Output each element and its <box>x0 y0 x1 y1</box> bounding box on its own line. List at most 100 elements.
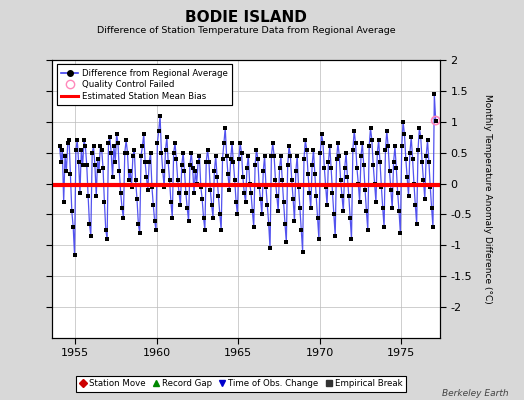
Point <box>401 156 410 162</box>
Point <box>364 227 372 233</box>
Point <box>378 205 387 212</box>
Point <box>189 165 197 171</box>
Point <box>320 165 329 171</box>
Point <box>277 152 285 159</box>
Point <box>86 233 95 239</box>
Point <box>267 152 276 159</box>
Point <box>58 146 67 153</box>
Point <box>418 159 427 165</box>
Point <box>417 134 425 140</box>
Point <box>372 199 380 205</box>
Point <box>136 230 144 236</box>
Point <box>319 140 327 146</box>
Point <box>79 162 87 168</box>
Point <box>106 134 114 140</box>
Point <box>296 205 304 212</box>
Point <box>332 156 341 162</box>
Point <box>139 131 148 137</box>
Point <box>134 220 143 227</box>
Point <box>210 168 219 174</box>
Point <box>343 174 352 180</box>
Point <box>410 180 418 187</box>
Point <box>373 150 381 156</box>
Point <box>395 208 403 214</box>
Point <box>167 199 175 205</box>
Point <box>431 117 440 124</box>
Point <box>313 214 322 221</box>
Point <box>347 236 356 242</box>
Point <box>244 152 253 159</box>
Point <box>133 196 141 202</box>
Point <box>342 150 350 156</box>
Point <box>294 184 303 190</box>
Point <box>156 112 164 119</box>
Point <box>336 177 345 184</box>
Point <box>108 174 117 180</box>
Point <box>195 152 204 159</box>
Point <box>173 177 182 184</box>
Point <box>221 125 230 131</box>
Point <box>66 171 74 178</box>
Point <box>283 162 292 168</box>
Point <box>251 162 259 168</box>
Point <box>403 174 411 180</box>
Point <box>292 168 300 174</box>
Point <box>260 152 269 159</box>
Point <box>289 196 297 202</box>
Point <box>311 171 319 178</box>
Point <box>102 227 110 233</box>
Point <box>300 156 308 162</box>
Point <box>269 140 277 146</box>
Point <box>220 140 228 146</box>
Point <box>179 150 188 156</box>
Point <box>431 117 440 124</box>
Point <box>80 137 88 144</box>
Point <box>187 150 195 156</box>
Point <box>346 214 354 221</box>
Point <box>68 208 76 214</box>
Point <box>256 196 265 202</box>
Point <box>281 220 289 227</box>
Point <box>155 128 163 134</box>
Point <box>161 146 170 153</box>
Point <box>376 159 384 165</box>
Point <box>116 190 125 196</box>
Point <box>255 184 264 190</box>
Point <box>183 205 191 212</box>
Point <box>152 227 160 233</box>
Point <box>348 146 357 153</box>
Point <box>148 184 156 190</box>
Point <box>309 146 318 153</box>
Point <box>339 208 347 214</box>
Point <box>355 199 364 205</box>
Point <box>414 146 422 153</box>
Point <box>369 162 377 168</box>
Point <box>365 143 373 150</box>
Point <box>182 190 190 196</box>
Point <box>213 174 221 180</box>
Text: Berkeley Earth: Berkeley Earth <box>442 389 508 398</box>
Point <box>308 162 316 168</box>
Point <box>198 196 206 202</box>
Point <box>249 224 258 230</box>
Point <box>301 137 310 144</box>
Point <box>229 159 237 165</box>
Point <box>330 211 338 218</box>
Point <box>185 162 194 168</box>
Point <box>176 202 184 208</box>
Point <box>271 177 280 184</box>
Point <box>126 168 134 174</box>
Point <box>103 236 111 242</box>
Point <box>422 152 430 159</box>
Point <box>285 143 293 150</box>
Point <box>209 214 217 221</box>
Point <box>391 143 399 150</box>
Point <box>104 140 113 146</box>
Point <box>315 236 323 242</box>
Point <box>95 168 103 174</box>
Point <box>169 150 178 156</box>
Point <box>73 137 81 144</box>
Text: BODIE ISLAND: BODIE ISLAND <box>185 10 307 25</box>
Point <box>76 190 84 196</box>
Point <box>262 184 270 190</box>
